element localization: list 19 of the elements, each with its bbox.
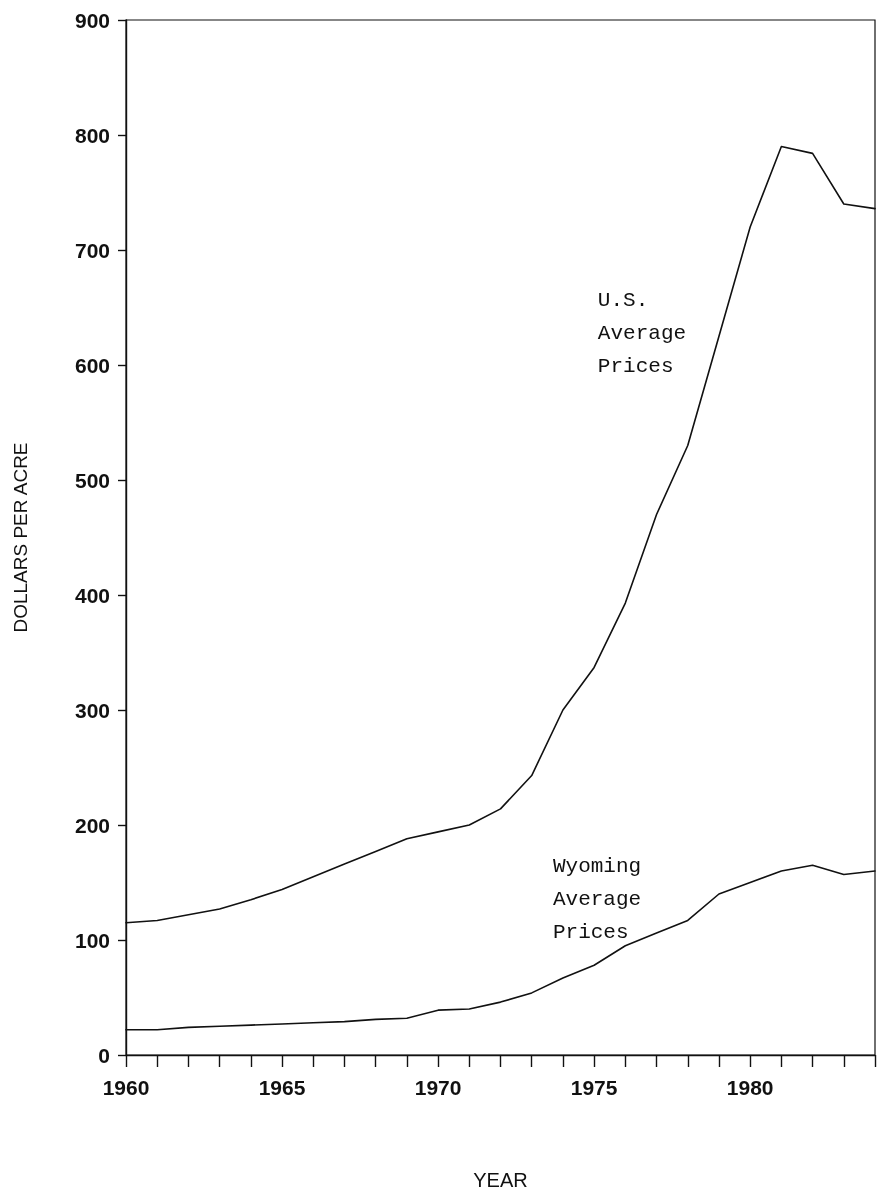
x-tick-label: 1960 bbox=[102, 1076, 150, 1099]
y-tick-label: 600 bbox=[74, 353, 110, 377]
x-axis-title: YEAR bbox=[473, 1169, 528, 1191]
series-label: U.S. Average Prices bbox=[597, 289, 687, 379]
x-tick-label: 1970 bbox=[414, 1076, 462, 1099]
y-tick-label: 800 bbox=[74, 123, 110, 147]
y-tick-label: 500 bbox=[74, 468, 110, 492]
x-tick-label: 1965 bbox=[258, 1076, 306, 1099]
x-tick-label: 1975 bbox=[570, 1076, 618, 1099]
y-tick-label: 0 bbox=[98, 1043, 110, 1067]
y-tick-label: 900 bbox=[74, 8, 110, 32]
x-tick-label: 1980 bbox=[726, 1076, 774, 1099]
y-tick-label: 200 bbox=[74, 813, 110, 837]
y-tick-label: 400 bbox=[74, 583, 110, 607]
series-label: Wyoming Average Prices bbox=[552, 854, 642, 944]
y-tick-label: 100 bbox=[74, 928, 110, 952]
y-tick-label: 700 bbox=[74, 238, 110, 262]
y-axis-title: DOLLARS PER ACRE bbox=[10, 442, 31, 633]
y-tick-label: 300 bbox=[74, 698, 110, 722]
